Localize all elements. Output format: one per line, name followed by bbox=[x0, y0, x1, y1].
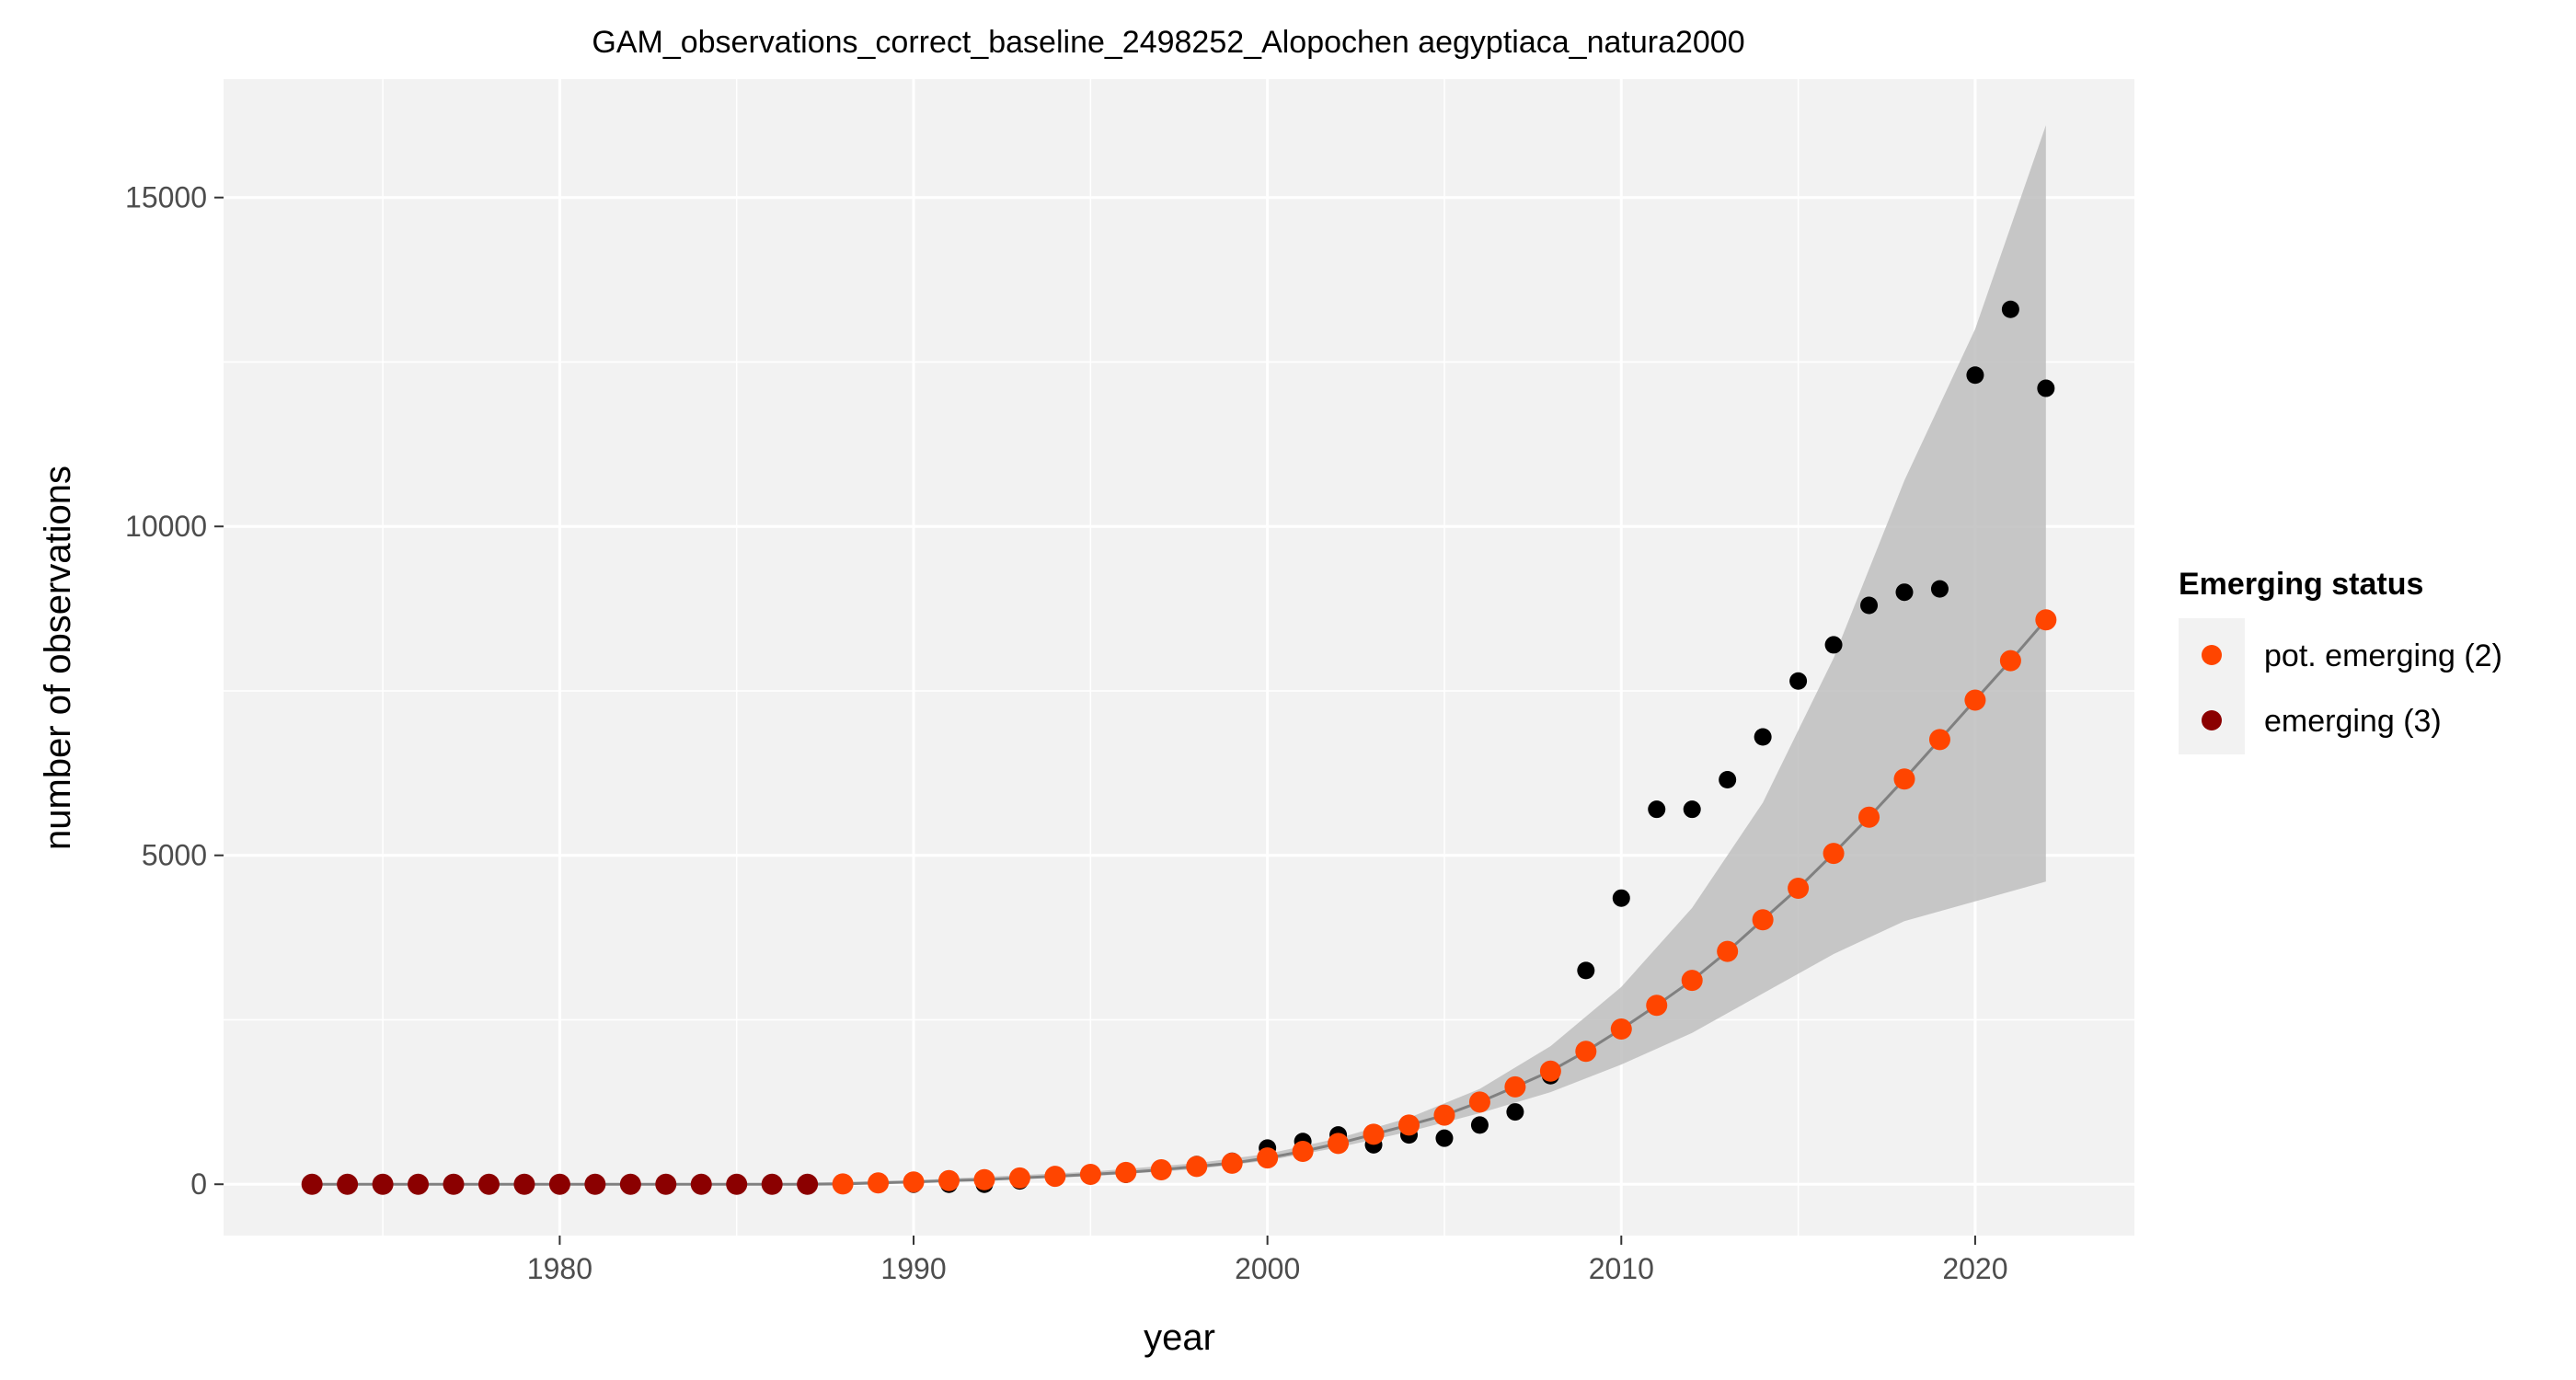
fitted-point bbox=[513, 1173, 535, 1195]
fitted-point bbox=[1964, 689, 1986, 711]
fitted-point bbox=[655, 1173, 677, 1195]
plot-panel bbox=[224, 79, 2134, 1236]
fitted-point bbox=[832, 1173, 854, 1195]
fitted-point bbox=[1575, 1041, 1597, 1063]
fitted-point bbox=[1646, 995, 1668, 1017]
fitted-point bbox=[1044, 1166, 1066, 1188]
fitted-point bbox=[2035, 609, 2057, 631]
fitted-point bbox=[1328, 1133, 1350, 1155]
observed-point bbox=[2037, 379, 2055, 397]
observed-point bbox=[1435, 1129, 1454, 1147]
fitted-point bbox=[1468, 1091, 1490, 1113]
fitted-point bbox=[973, 1168, 995, 1190]
fitted-point bbox=[1504, 1075, 1526, 1098]
y-axis: 0 5000 10000 15000 bbox=[125, 181, 224, 1201]
x-tick-label: 1980 bbox=[527, 1252, 592, 1285]
fitted-point bbox=[726, 1173, 748, 1195]
fitted-point bbox=[903, 1171, 925, 1193]
fitted-point bbox=[1433, 1104, 1455, 1126]
fitted-point bbox=[619, 1173, 641, 1195]
fitted-point bbox=[1752, 909, 1774, 931]
legend: Emerging status pot. emerging (2) emergi… bbox=[2179, 567, 2502, 754]
fitted-point bbox=[1150, 1158, 1172, 1180]
observed-point bbox=[1648, 800, 1666, 819]
fitted-point bbox=[1823, 843, 1845, 865]
fitted-point bbox=[1610, 1018, 1632, 1040]
fitted-point bbox=[1858, 806, 1880, 828]
x-tick-label: 2000 bbox=[1235, 1252, 1300, 1285]
observed-point bbox=[1895, 583, 1914, 602]
x-axis: 1980 1990 2000 2010 2020 bbox=[527, 1236, 2008, 1285]
y-axis-title: number of observations bbox=[38, 466, 78, 850]
legend-key-background bbox=[2179, 618, 2245, 754]
observed-point bbox=[1966, 366, 1984, 385]
fitted-point bbox=[443, 1173, 465, 1195]
fitted-point bbox=[1893, 768, 1915, 790]
observed-point bbox=[1506, 1103, 1524, 1121]
fitted-point bbox=[868, 1172, 890, 1194]
fitted-point bbox=[1257, 1147, 1279, 1169]
fitted-point bbox=[1717, 940, 1739, 962]
chart-title: GAM_observations_correct_baseline_249825… bbox=[592, 25, 1744, 60]
x-axis-title: year bbox=[1144, 1317, 1215, 1358]
fitted-point bbox=[1999, 650, 2021, 672]
observed-point bbox=[1719, 770, 1737, 788]
fitted-point bbox=[690, 1173, 712, 1195]
x-tick-label: 2010 bbox=[1589, 1252, 1654, 1285]
fitted-point bbox=[301, 1173, 323, 1195]
fitted-point bbox=[408, 1173, 430, 1195]
fitted-point bbox=[1788, 877, 1810, 899]
legend-title: Emerging status bbox=[2179, 567, 2423, 602]
fitted-point bbox=[584, 1173, 606, 1195]
fitted-points-layer bbox=[301, 609, 2057, 1195]
fitted-point bbox=[1079, 1164, 1101, 1186]
observed-point bbox=[1612, 889, 1630, 907]
y-tick-label: 5000 bbox=[142, 839, 207, 872]
y-tick-label: 15000 bbox=[125, 181, 207, 214]
fitted-point bbox=[337, 1173, 359, 1195]
y-tick-label: 10000 bbox=[125, 510, 207, 543]
fitted-point bbox=[1928, 729, 1950, 751]
observed-point bbox=[1470, 1116, 1489, 1134]
fitted-point bbox=[797, 1173, 819, 1195]
observed-point bbox=[1754, 728, 1772, 746]
fitted-point bbox=[1398, 1114, 1420, 1136]
observed-point bbox=[1683, 800, 1701, 819]
fitted-point bbox=[1363, 1123, 1385, 1145]
legend-label-emerging: emerging (3) bbox=[2264, 704, 2442, 739]
fitted-point bbox=[477, 1173, 500, 1195]
observed-point bbox=[2001, 300, 2019, 318]
observed-point bbox=[1860, 596, 1879, 615]
fitted-point bbox=[1008, 1167, 1030, 1189]
observed-point bbox=[1930, 580, 1949, 598]
fitted-point bbox=[1539, 1060, 1561, 1082]
fitted-point bbox=[761, 1173, 783, 1195]
x-tick-label: 2020 bbox=[1942, 1252, 2007, 1285]
x-tick-label: 1990 bbox=[880, 1252, 946, 1285]
legend-key-pot-emerging bbox=[2202, 645, 2222, 665]
fitted-point bbox=[372, 1173, 394, 1195]
observed-point bbox=[1824, 636, 1843, 654]
fitted-point bbox=[1221, 1152, 1243, 1174]
observed-point bbox=[1577, 961, 1595, 980]
fitted-point bbox=[548, 1173, 570, 1195]
fitted-point bbox=[1115, 1161, 1137, 1183]
fitted-point bbox=[1681, 970, 1703, 992]
y-tick-label: 0 bbox=[190, 1167, 207, 1201]
fitted-point bbox=[1186, 1156, 1208, 1178]
fitted-point bbox=[1292, 1140, 1314, 1162]
observed-point bbox=[1789, 672, 1808, 690]
legend-label-pot-emerging: pot. emerging (2) bbox=[2264, 638, 2502, 673]
fitted-point bbox=[937, 1169, 960, 1191]
legend-key-emerging bbox=[2202, 710, 2222, 730]
grid-minor bbox=[224, 79, 2134, 1236]
